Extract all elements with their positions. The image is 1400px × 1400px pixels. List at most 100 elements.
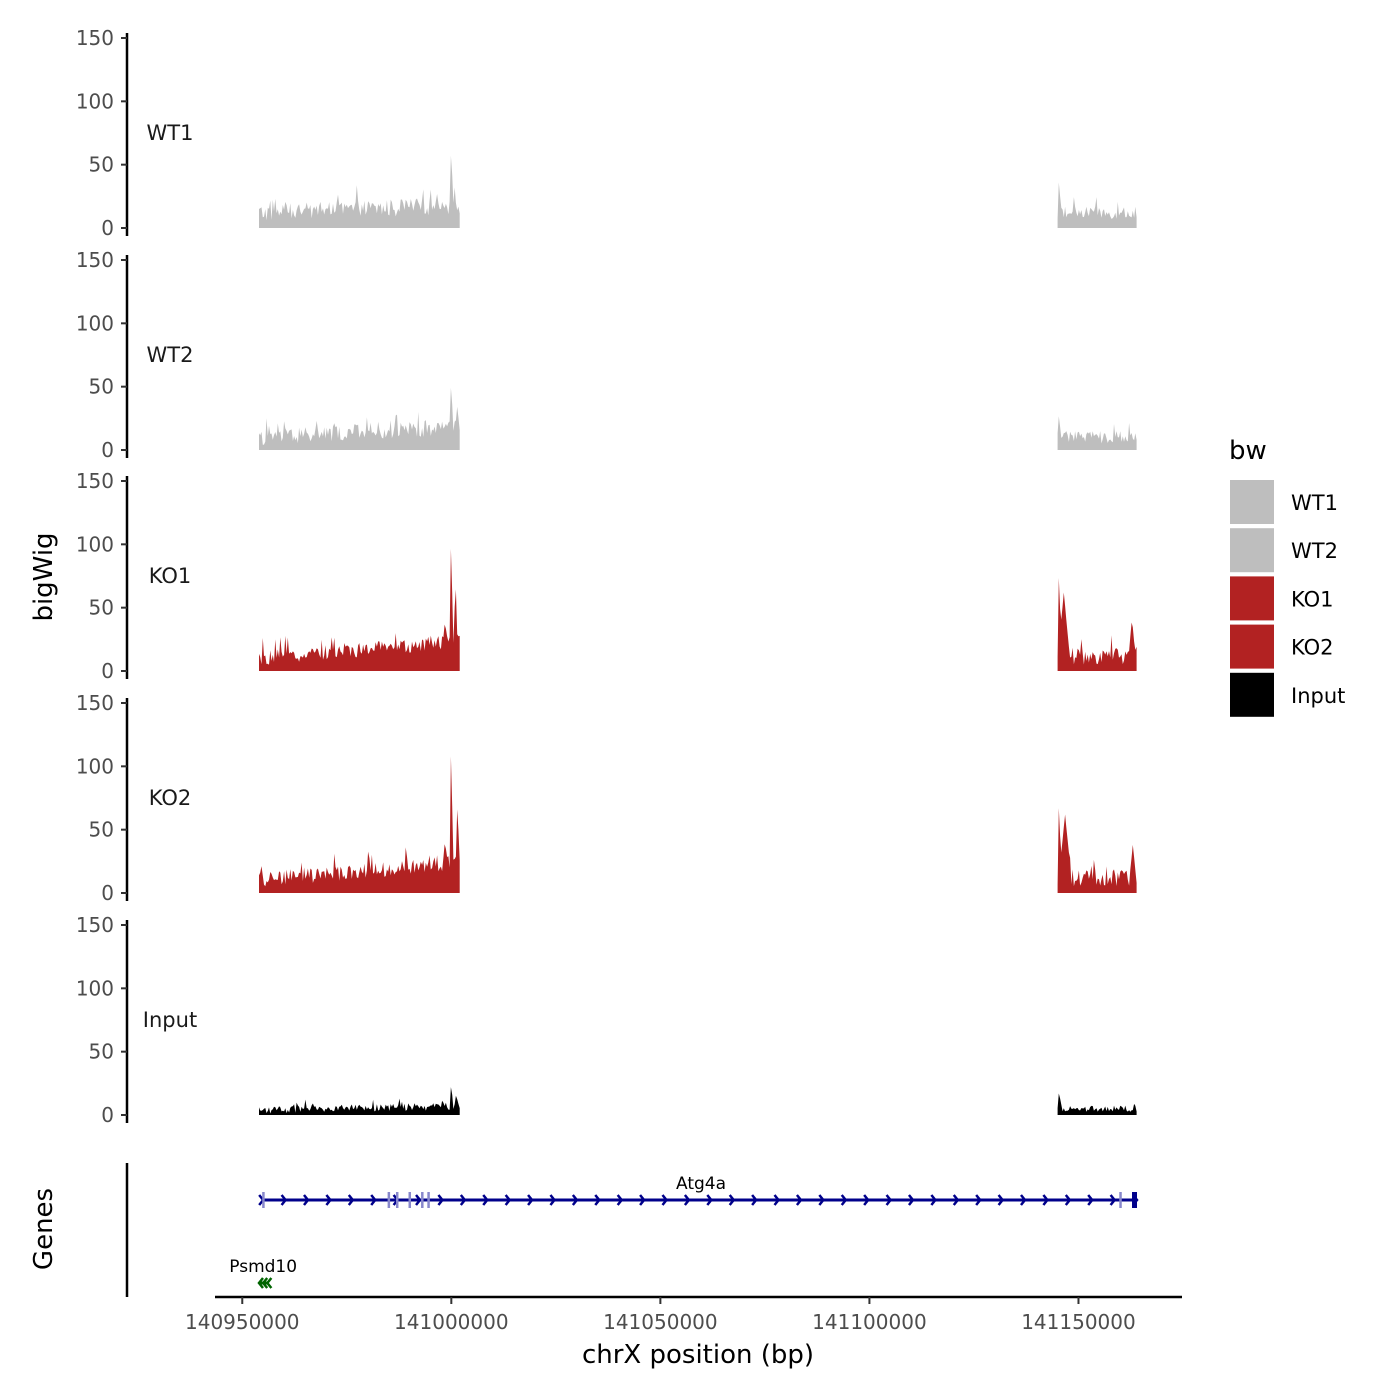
strand-arrow: [549, 1194, 557, 1206]
legend-swatch: [1230, 480, 1274, 524]
strand-arrow: [527, 1194, 534, 1206]
coverage-area-wt1-region1: [259, 155, 460, 228]
strand-arrow: [907, 1194, 915, 1206]
y-tick-label: 150: [76, 248, 114, 272]
legend-entry-wt2: WT2: [1230, 528, 1338, 573]
track-label: WT1: [147, 121, 194, 145]
x-axis: 140950000 141000000 141050000 141100000 1411…: [185, 1295, 1182, 1370]
exon: [1119, 1192, 1122, 1208]
legend-swatch: [1230, 672, 1274, 717]
strand-arrow: [683, 1194, 691, 1206]
strand-arrow: [773, 1194, 781, 1206]
strand-arrow: [265, 1277, 273, 1289]
coverage-area-wt2-region2: [1057, 416, 1137, 450]
strand-arrow: [1109, 1194, 1117, 1206]
gene-atg4a: Atg4a: [258, 1174, 1139, 1208]
legend-title: bw: [1229, 436, 1267, 466]
y-tick-label: 0: [101, 438, 114, 462]
strand-arrow: [952, 1194, 960, 1206]
legend-entry-ko1: KO1: [1230, 576, 1334, 621]
y-tick-label: 150: [76, 26, 114, 50]
strand-arrow: [1020, 1194, 1027, 1206]
strand-arrow: [706, 1194, 713, 1206]
exon: [387, 1192, 391, 1208]
genes-layer: Atg4a Psmd10: [229, 1174, 1139, 1289]
x-axis-title: chrX position (bp): [582, 1340, 814, 1370]
coverage-area-ko1-region2: [1057, 578, 1137, 671]
exon-terminal: [1132, 1192, 1138, 1208]
strand-arrow: [459, 1194, 467, 1206]
strand-arrow: [1042, 1194, 1049, 1206]
strand-arrow: [840, 1194, 848, 1206]
legend-entries: WT1 WT2 KO1 KO2 Input: [1230, 480, 1345, 717]
strand-arrow: [930, 1194, 937, 1206]
coverage-area-ko2-region1: [259, 756, 460, 893]
coverage-area-ko1-region1: [259, 548, 460, 671]
x-tick-label: 141050000: [603, 1310, 718, 1334]
y-tick-label: 50: [89, 153, 114, 177]
y-tick-label: 150: [76, 469, 114, 493]
strand-arrow: [347, 1194, 355, 1206]
legend-label: KO1: [1291, 587, 1334, 611]
track-wt2: 0 50 100 150 WT2: [76, 248, 1137, 462]
y-tick-label: 50: [89, 818, 114, 842]
x-tick-label: 141000000: [394, 1310, 509, 1334]
x-tick-label: 141100000: [812, 1310, 927, 1334]
track-label: KO1: [149, 564, 192, 588]
strand-arrow: [370, 1194, 377, 1206]
gene-label: Psmd10: [229, 1257, 297, 1277]
x-tick-label: 141150000: [1021, 1310, 1136, 1334]
legend-label: Input: [1291, 684, 1345, 708]
y-tick-label: 0: [101, 659, 114, 683]
coverage-area-input-region2: [1057, 1093, 1137, 1115]
legend-entry-ko2: KO2: [1230, 624, 1334, 669]
strand-arrow: [997, 1194, 1005, 1206]
y-tick-label: 150: [76, 691, 114, 715]
legend: bw WT1 WT2 KO1 KO2 Input: [1229, 436, 1345, 717]
y-tick-label: 0: [101, 881, 114, 905]
y-tick-label: 50: [89, 1040, 114, 1064]
strand-arrow: [661, 1194, 669, 1206]
strand-arrow: [571, 1194, 579, 1206]
strand-arrow: [415, 1194, 422, 1206]
tracks-layer: 0 50 100 150 WT1 0 50 100 150 WT2 0 50 100 150 KO1 0 50 1…: [76, 26, 1137, 1127]
exon: [408, 1192, 412, 1208]
legend-label: WT1: [1291, 491, 1338, 515]
coverage-area-input-region1: [259, 1087, 460, 1115]
legend-swatch: [1230, 528, 1274, 573]
strand-arrow: [795, 1194, 803, 1206]
coverage-area-ko2-region2: [1057, 808, 1137, 893]
strand-arrow: [863, 1194, 870, 1206]
legend-swatch: [1230, 576, 1274, 621]
strand-arrow: [885, 1194, 893, 1206]
strand-arrow: [1087, 1194, 1094, 1206]
strand-arrow: [303, 1194, 310, 1206]
legend-entry-wt1: WT1: [1230, 480, 1338, 524]
strand-arrow: [325, 1194, 332, 1206]
y-tick-label: 50: [89, 375, 114, 399]
y-tick-label: 100: [76, 976, 114, 1000]
legend-label: KO2: [1291, 636, 1334, 660]
strand-arrow: [482, 1194, 489, 1206]
strand-arrow: [280, 1194, 288, 1206]
gene-psmd10: Psmd10: [229, 1257, 297, 1289]
strand-arrow: [728, 1194, 736, 1206]
x-ticks-layer: 140950000 141000000 141050000 141100000 1411…: [185, 1297, 1136, 1334]
track-ko2: 0 50 100 150 KO2: [76, 691, 1137, 905]
track-wt1: 0 50 100 150 WT1: [76, 26, 1137, 240]
track-label: Input: [143, 1008, 197, 1032]
genes-panel: Atg4a Psmd10: [125, 1163, 1139, 1297]
legend-entry-input: Input: [1230, 672, 1345, 717]
coverage-area-wt1-region2: [1057, 182, 1137, 228]
coverage-area-wt2-region1: [259, 387, 460, 450]
strand-arrow: [437, 1194, 445, 1206]
genes-panel-title: Genes: [29, 1188, 59, 1270]
strand-arrow: [751, 1194, 758, 1206]
exon: [395, 1192, 399, 1208]
legend-label: WT2: [1291, 539, 1338, 563]
y-axis-title: bigWig: [29, 532, 59, 621]
strand-arrow: [1064, 1194, 1072, 1206]
y-tick-label: 150: [76, 913, 114, 937]
y-tick-label: 100: [76, 754, 114, 778]
